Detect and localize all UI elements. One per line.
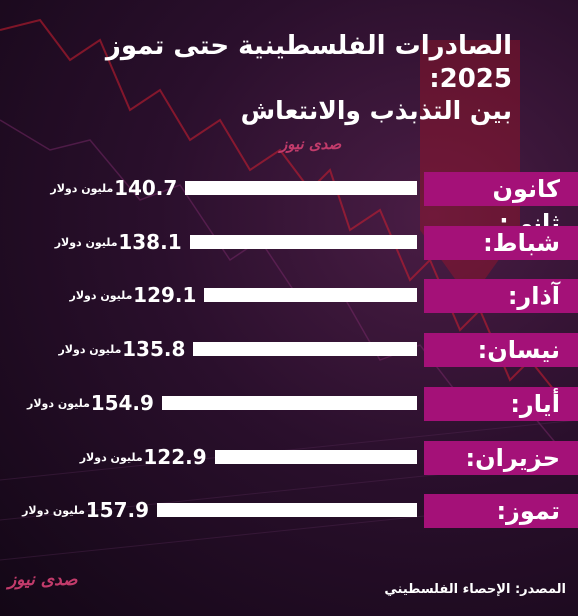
source-note: المصدر: الإحصاء الفلسطيني (384, 582, 566, 597)
category-label: أيار: (424, 386, 578, 421)
data-label: 135.8 (122, 337, 186, 362)
category-label: شباط: (424, 225, 578, 260)
unit-label: مليون دولار (22, 504, 85, 518)
unit-label: مليون دولار (50, 182, 114, 195)
data-label: 157.9 (85, 498, 149, 523)
category-label: آذار: (424, 279, 578, 314)
brand-logo: صدى نيوز (280, 135, 342, 153)
brand-logo-footer: صدى نيوز (8, 570, 78, 590)
bar (161, 395, 417, 410)
category-label: تموز: (424, 494, 578, 529)
category-label: نيسان: (424, 333, 578, 368)
unit-label: مليون دولار (54, 235, 118, 249)
bar (193, 342, 417, 357)
chart-title: الصادرات الفلسطينية حتى تموز 2025: بين ا… (42, 30, 512, 126)
unit-label: مليون دولار (58, 343, 122, 357)
category-label: كانون ثاني: (424, 172, 578, 237)
unit-label: مليون دولار (79, 450, 143, 464)
bar (204, 288, 417, 303)
bar (189, 234, 417, 249)
unit-label: مليون دولار (69, 289, 133, 303)
bar (214, 449, 417, 464)
category-label: حزيران: (424, 440, 578, 475)
title-line-1: الصادرات الفلسطينية حتى تموز 2025: (105, 31, 512, 94)
bar (185, 181, 417, 195)
data-label: 154.9 (90, 390, 154, 415)
title-line-2: بين التذبذب والانتعاش (240, 96, 512, 125)
data-label: 122.9 (143, 444, 207, 469)
data-label: 140.7 (114, 176, 178, 200)
data-label: 138.1 (118, 229, 182, 254)
unit-label: مليون دولار (27, 396, 90, 410)
bar (157, 503, 417, 518)
data-label: 129.1 (133, 283, 197, 308)
